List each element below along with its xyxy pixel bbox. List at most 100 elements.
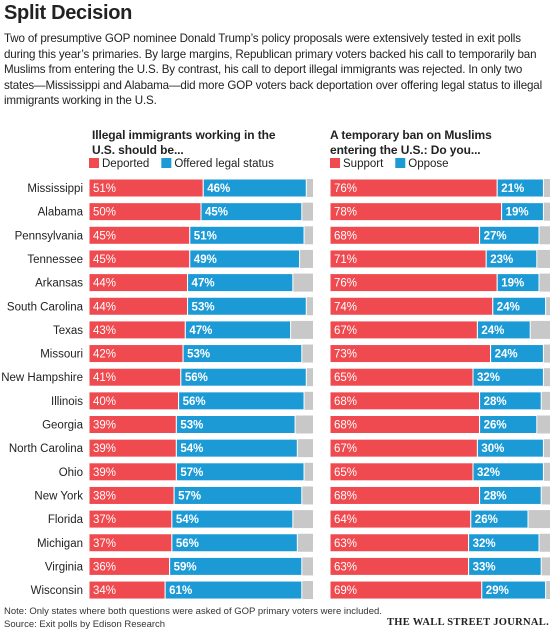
value-label: 57% xyxy=(180,467,203,479)
value-label: 53% xyxy=(187,349,210,361)
bar-segment xyxy=(184,320,292,340)
bar-segment xyxy=(472,367,544,387)
value-label: 51% xyxy=(194,230,217,242)
category-label: Michigan xyxy=(37,538,83,550)
value-label: 45% xyxy=(93,254,116,266)
value-label: 40% xyxy=(93,396,116,408)
category-label: Mississippi xyxy=(27,183,83,195)
bar-segment xyxy=(476,438,544,458)
legend-label: Deported xyxy=(102,158,149,170)
value-label: 26% xyxy=(475,514,498,526)
value-label: 44% xyxy=(93,301,116,313)
value-label: 34% xyxy=(93,585,116,597)
value-label: 21% xyxy=(501,183,524,195)
value-label: 64% xyxy=(334,514,357,526)
legend-label: Oppose xyxy=(408,158,448,170)
bar-segment xyxy=(468,533,540,553)
bar-segment xyxy=(476,320,531,340)
value-label: 47% xyxy=(192,278,215,290)
chart-title: Split Decision xyxy=(4,2,133,24)
bar-segment xyxy=(189,225,305,245)
note: Note: Only states where both questions w… xyxy=(4,606,382,617)
value-label: 73% xyxy=(334,349,357,361)
panel-title: Illegal immigrants working in the U.S. s… xyxy=(92,128,276,157)
value-label: 36% xyxy=(93,561,116,573)
legend-label: Support xyxy=(343,158,384,170)
bar-segment xyxy=(175,415,296,434)
category-label: Georgia xyxy=(42,420,84,432)
value-label: 51% xyxy=(93,183,116,195)
category-label: North Carolina xyxy=(9,443,84,455)
value-label: 43% xyxy=(93,325,116,337)
bar-segment xyxy=(468,556,542,576)
value-label: 76% xyxy=(334,278,357,290)
category-label: Tennessee xyxy=(27,254,83,266)
value-label: 39% xyxy=(93,467,116,479)
category-label: Wisconsin xyxy=(31,585,83,597)
bar-segment xyxy=(171,509,294,529)
value-label: 53% xyxy=(192,301,215,313)
value-label: 71% xyxy=(334,254,357,266)
value-label: 74% xyxy=(334,301,357,313)
value-label: 33% xyxy=(473,561,496,573)
bar-segment xyxy=(175,438,298,458)
value-label: 56% xyxy=(183,396,206,408)
value-label: 28% xyxy=(484,396,507,408)
value-label: 67% xyxy=(334,443,357,455)
value-label: 68% xyxy=(334,490,357,502)
value-label: 42% xyxy=(93,349,116,361)
value-label: 39% xyxy=(93,420,116,432)
value-label: 39% xyxy=(93,443,116,455)
value-label: 24% xyxy=(495,349,518,361)
category-label: Missouri xyxy=(40,349,83,361)
category-label: Pennsylvania xyxy=(15,230,84,242)
value-label: 76% xyxy=(334,183,357,195)
bar-segment xyxy=(178,391,305,411)
bar-segment xyxy=(479,225,540,245)
bar-segment xyxy=(496,178,544,198)
value-label: 53% xyxy=(180,420,203,432)
value-label: 32% xyxy=(477,467,500,479)
category-label: New Hampshire xyxy=(1,372,83,384)
bar-segment xyxy=(479,391,542,411)
bar-segment xyxy=(470,509,529,529)
bar-segment xyxy=(481,580,547,600)
value-label: 54% xyxy=(176,514,199,526)
value-label: 63% xyxy=(334,561,357,573)
value-label: 26% xyxy=(484,420,507,432)
value-label: 49% xyxy=(194,254,217,266)
source: Source: Exit polls by Edison Research xyxy=(4,619,166,630)
bar-segment xyxy=(171,533,298,553)
value-label: 41% xyxy=(93,372,116,384)
bar-segment xyxy=(175,462,305,482)
value-label: 29% xyxy=(486,585,509,597)
value-label: 63% xyxy=(334,538,357,550)
category-label: Virginia xyxy=(45,561,84,573)
value-label: 37% xyxy=(93,538,116,550)
value-label: 68% xyxy=(334,420,357,432)
legend-swatch xyxy=(330,158,340,168)
bar-segment xyxy=(496,273,540,293)
bar-segment xyxy=(169,556,303,576)
category-label: South Carolina xyxy=(7,301,84,313)
value-label: 24% xyxy=(481,325,504,337)
value-label: 56% xyxy=(176,538,199,550)
bar-segment xyxy=(187,273,294,293)
bar-segment xyxy=(485,249,538,269)
value-label: 57% xyxy=(178,490,201,502)
value-label: 44% xyxy=(93,278,116,290)
value-label: 68% xyxy=(334,396,357,408)
bar-segment xyxy=(479,415,538,434)
value-label: 54% xyxy=(180,443,203,455)
publisher: THE WALL STREET JOURNAL. xyxy=(386,617,549,628)
value-label: 32% xyxy=(473,538,496,550)
legend-label: Offered legal status xyxy=(174,158,274,170)
value-label: 47% xyxy=(189,325,212,337)
category-label: Florida xyxy=(48,514,84,526)
bar-segment xyxy=(182,344,303,364)
category-label: Alabama xyxy=(38,207,84,219)
category-label: Illinois xyxy=(51,396,83,408)
chart-subtitle: Two of presumptive GOP nominee Donald Tr… xyxy=(4,32,543,107)
value-label: 19% xyxy=(506,207,529,219)
